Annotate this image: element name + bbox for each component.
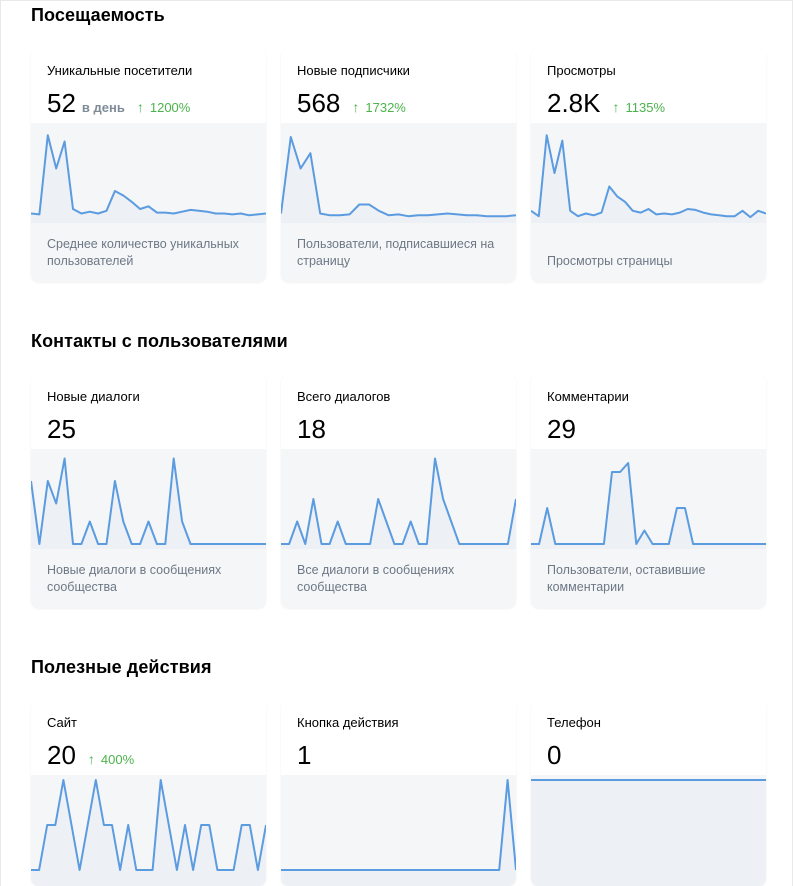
stat-card-views[interactable]: Просмотры 2.8K ↑ 1135% Просмотры страницы [531, 48, 766, 282]
card-unit: в день [81, 100, 125, 115]
card-label: Новые диалоги [47, 389, 140, 404]
card-label: Просмотры [547, 63, 616, 78]
sparkline-area [31, 780, 266, 886]
sparkline [31, 134, 266, 223]
stat-card-new-subscribers[interactable]: Новые подписчики 568 ↑ 1732% Пользователи… [281, 48, 516, 282]
card-description: Пользователи, оставившие комментарии [547, 563, 706, 594]
sparkline-area [31, 458, 266, 549]
card-description: Новые диалоги в сообщениях сообщества [47, 563, 222, 594]
sparkline [31, 779, 266, 886]
sparkline-line [31, 457, 266, 545]
arrow-up-icon: ↑ [136, 99, 144, 115]
card-label: Всего диалогов [297, 389, 391, 404]
card-value: 568 [297, 88, 341, 118]
card-label: Новые подписчики [297, 63, 410, 78]
section-title-contacts: Контакты с пользователями [31, 331, 288, 351]
sparkline [531, 779, 766, 886]
card-description: Пользователи, подписавшиеся на страницу [297, 237, 495, 268]
arrow-up-icon: ↑ [87, 751, 95, 767]
sparkline-line [31, 134, 266, 217]
card-value: 20 [47, 740, 76, 770]
growth-percent: 400% [100, 751, 135, 767]
growth-badge: ↑ 1732% [352, 99, 405, 115]
sparkline-area [281, 137, 516, 223]
sparkline-line [31, 779, 266, 871]
growth-percent: 1200% [149, 99, 191, 115]
card-value: 0 [547, 740, 562, 770]
stat-card-unique-visitors[interactable]: Уникальные посетители 52 в день ↑ 1200% С… [31, 48, 266, 282]
sparkline [531, 462, 766, 549]
section-title-useful-actions: Полезные действия [31, 657, 212, 677]
sparkline-line [281, 457, 516, 545]
stat-card-action-button[interactable]: Кнопка действия 1 [281, 700, 516, 886]
stat-card-total-dialogs[interactable]: Всего диалогов 18 Все диалоги в сообщени… [281, 374, 516, 608]
card-label: Телефон [547, 715, 601, 730]
card-value: 25 [47, 414, 76, 444]
section-title-attendance: Посещаемость [31, 5, 165, 25]
stat-card-phone[interactable]: Телефон 0 [531, 700, 766, 886]
growth-badge: ↑ 1135% [613, 99, 666, 115]
sparkline-area [281, 780, 516, 886]
card-value: 2.8K [547, 88, 601, 118]
card-value: 18 [297, 414, 326, 444]
card-label: Сайт [47, 715, 77, 730]
sparkline-line [531, 462, 766, 545]
sparkline [31, 457, 266, 549]
growth-percent: 1135% [625, 99, 666, 115]
sparkline-line [281, 136, 516, 218]
card-value: 52 [47, 88, 76, 118]
sparkline-line [281, 779, 516, 871]
card-value: 29 [547, 414, 576, 444]
growth-percent: 1732% [365, 99, 406, 115]
stat-card-comments[interactable]: Комментарии 29 Пользователи, оставившие … [531, 374, 766, 608]
card-description: Все диалоги в сообщениях сообщества [297, 563, 455, 594]
sparkline [531, 134, 766, 223]
arrow-up-icon: ↑ [352, 99, 360, 115]
card-value: 1 [297, 740, 312, 770]
sparkline-area [531, 135, 766, 223]
sparkline [281, 779, 516, 886]
growth-badge: ↑ 400% [88, 751, 134, 767]
sparkline [281, 136, 516, 223]
card-label: Комментарии [547, 389, 629, 404]
card-description: Просмотры страницы [547, 254, 673, 268]
growth-badge: ↑ 1200% [137, 99, 190, 115]
card-label: Кнопка действия [297, 715, 399, 730]
stat-card-site[interactable]: Сайт 20 ↑ 400% [31, 700, 266, 886]
card-description: Среднее количество уникальных пользовате… [47, 237, 239, 268]
sparkline [281, 457, 516, 549]
sparkline-area [531, 780, 766, 886]
stat-card-new-dialogs[interactable]: Новые диалоги 25 Новые диалоги в сообщен… [31, 374, 266, 608]
sparkline-line [531, 134, 766, 219]
card-label: Уникальные посетители [47, 63, 193, 78]
sparkline-area [281, 458, 516, 549]
arrow-up-icon: ↑ [612, 99, 620, 115]
